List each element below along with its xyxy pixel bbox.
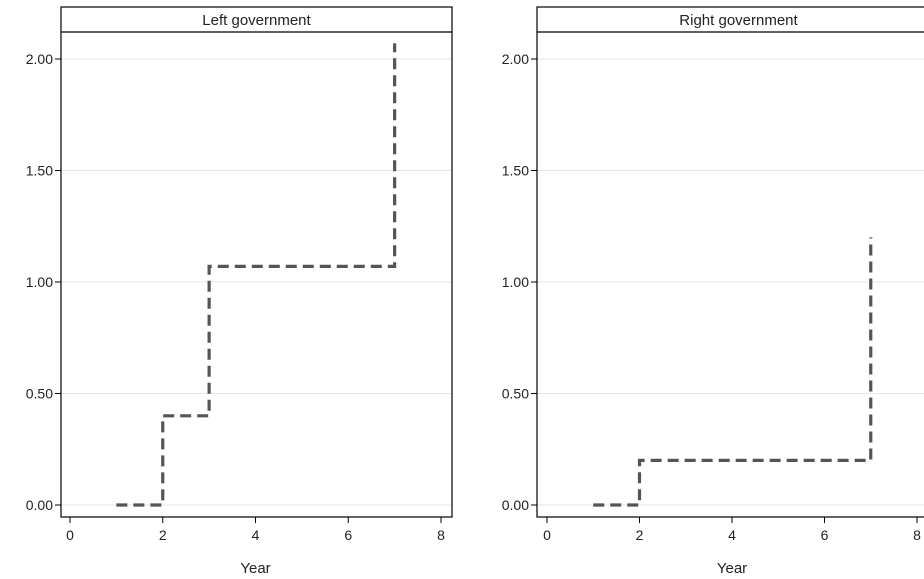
y-tick-label: 1.50 <box>26 163 53 179</box>
panel-2: Right government 0.00 0.50 1.00 1.50 2.00 0 2 4 6… <box>502 6 924 577</box>
panel-title: Right government <box>679 12 798 29</box>
y-tick-label: 1.50 <box>502 163 529 179</box>
x-tick-label: 6 <box>344 527 352 543</box>
x-tick-label: 4 <box>252 527 260 543</box>
y-tick-label: 0.00 <box>26 497 53 513</box>
step-line <box>116 43 397 507</box>
panel-title: Left government <box>202 12 311 29</box>
y-tick-label: 1.00 <box>502 274 529 290</box>
panel-1: Left government 0.00 0.50 1.00 1.50 2.00 0 2 4 6 8… <box>26 6 453 577</box>
y-tick-label: 0.50 <box>502 386 529 402</box>
x-tick-label: 6 <box>821 527 829 543</box>
plot-frame <box>60 6 453 518</box>
plot-frame <box>536 6 924 518</box>
x-tick-label: 8 <box>437 527 445 543</box>
y-tick-label: 2.00 <box>502 51 529 67</box>
y-tick-label: 0.00 <box>502 497 529 513</box>
x-tick-label: 2 <box>159 527 167 543</box>
y-tick-label: 2.00 <box>26 51 53 67</box>
x-tick-label: 8 <box>913 527 921 543</box>
y-tick-label: 0.50 <box>26 386 53 402</box>
x-tick-label: 0 <box>543 527 551 543</box>
y-tick-label: 1.00 <box>26 274 53 290</box>
step-line <box>593 237 873 507</box>
x-tick-label: 4 <box>728 527 736 543</box>
x-axis-label: Year <box>240 560 270 577</box>
x-tick-label: 0 <box>66 527 74 543</box>
x-axis-label: Year <box>717 560 747 577</box>
x-tick-label: 2 <box>636 527 644 543</box>
